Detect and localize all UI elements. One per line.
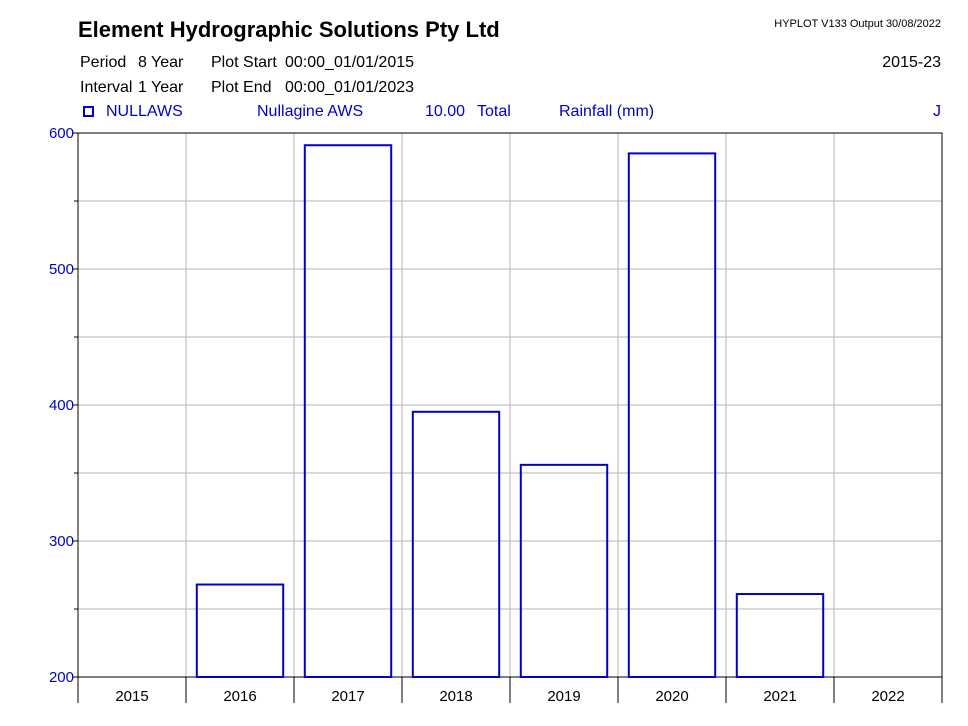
interval-value: 1 Year (138, 79, 184, 96)
bar (411, 410, 501, 678)
bar (735, 593, 825, 678)
x-tick-label: 2020 (655, 688, 688, 705)
x-tick-label: 2017 (331, 688, 364, 705)
x-tick-label: 2021 (763, 688, 796, 705)
legend-flag: J (933, 103, 941, 120)
x-tick-label: 2016 (223, 688, 256, 705)
y-tick-label: 500 (49, 261, 74, 278)
bar (519, 463, 609, 678)
company-title: Element Hydrographic Solutions Pty Ltd (78, 17, 500, 42)
legend-variable-code: 10.00 (425, 103, 466, 120)
x-tick-label: 2019 (547, 688, 580, 705)
plot-frame (77, 132, 943, 678)
software-version: HYPLOT V133 Output 30/08/2022 (774, 18, 941, 30)
interval-label: Interval (80, 79, 133, 96)
bar (627, 152, 717, 678)
period-value: 8 Year (138, 54, 184, 71)
y-tick-label: 300 (49, 533, 74, 550)
legend-site-code: NULLAWS (106, 103, 183, 120)
y-tick-label: 600 (49, 125, 74, 142)
y-tick-label: 200 (49, 669, 74, 686)
plot-start-value: 00:00_01/01/2015 (285, 54, 415, 71)
bar (303, 144, 393, 679)
x-tick-label: 2015 (115, 688, 148, 705)
period-label: Period (80, 54, 127, 71)
legend-variable: Rainfall (mm) (559, 103, 655, 120)
y-tick-label: 400 (49, 397, 74, 414)
legend-site-name: Nullagine AWS (257, 103, 364, 120)
plot-end-label: Plot End (211, 79, 272, 96)
plot-end-value: 00:00_01/01/2023 (285, 79, 415, 96)
date-range: 2015-23 (882, 54, 941, 71)
x-tick-label: 2022 (871, 688, 904, 705)
legend-square-icon (83, 106, 94, 117)
legend-statistic: Total (477, 103, 511, 120)
bar (195, 583, 285, 679)
plot-start-label: Plot Start (211, 54, 277, 71)
x-tick-label: 2018 (439, 688, 472, 705)
